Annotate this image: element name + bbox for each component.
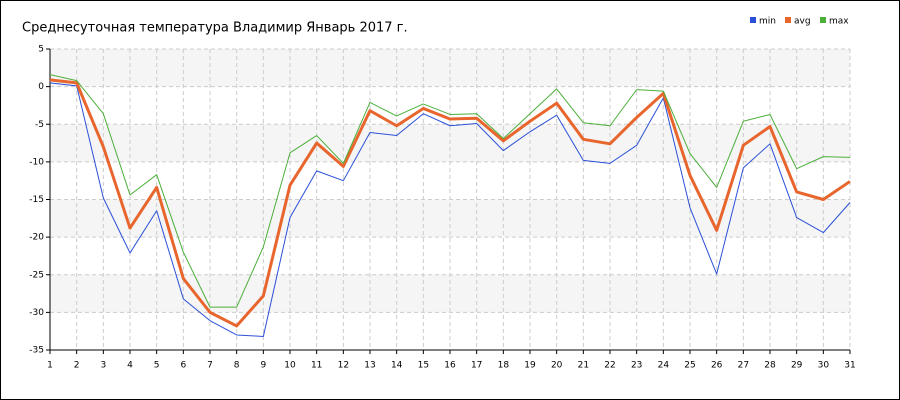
legend-label: min	[759, 17, 776, 27]
y-tick-label: -20	[29, 233, 44, 243]
y-tick-label: 0	[38, 82, 44, 92]
x-tick-label: 17	[471, 361, 482, 371]
x-tick-label: 24	[658, 361, 670, 371]
x-tick-label: 1	[47, 361, 53, 371]
x-tick-label: 27	[738, 361, 749, 371]
x-tick-label: 14	[391, 361, 403, 371]
x-tick-label: 22	[604, 361, 615, 371]
x-tick-label: 9	[260, 361, 266, 371]
x-tick-label: 20	[551, 361, 563, 371]
x-tick-label: 6	[180, 361, 186, 371]
y-tick-label: -30	[29, 308, 44, 318]
legend-swatch	[785, 17, 791, 23]
x-tick-label: 2	[74, 361, 80, 371]
legend-swatch	[820, 17, 826, 23]
x-tick-label: 29	[791, 361, 803, 371]
x-tick-label: 5	[154, 361, 160, 371]
x-tick-label: 21	[578, 361, 589, 371]
x-tick-label: 25	[684, 361, 695, 371]
x-tick-label: 11	[311, 361, 322, 371]
series-line	[49, 74, 851, 308]
x-tick-label: 15	[418, 361, 429, 371]
x-tick-label: 16	[444, 361, 456, 371]
series-line	[49, 82, 851, 337]
y-tick-label: -5	[35, 120, 44, 130]
x-tick-label: 10	[284, 361, 296, 371]
y-tick-label: -15	[29, 195, 44, 205]
legend-swatch	[750, 17, 756, 23]
x-tick-label: 13	[364, 361, 375, 371]
chart-title: Среднесуточная температура Владимир Янва…	[22, 21, 408, 36]
legend-label: avg	[794, 17, 811, 27]
x-tick-label: 26	[711, 361, 723, 371]
legend-label: max	[829, 17, 849, 27]
y-tick-label: -35	[29, 346, 44, 356]
x-tick-label: 4	[127, 361, 133, 371]
x-tick-label: 19	[524, 361, 536, 371]
x-tick-label: 18	[498, 361, 510, 371]
x-tick-label: 7	[207, 361, 213, 371]
y-tick-label: 5	[38, 45, 44, 55]
x-tick-label: 28	[764, 361, 776, 371]
x-tick-label: 30	[818, 361, 830, 371]
x-tick-label: 23	[631, 361, 642, 371]
x-tick-label: 3	[100, 361, 106, 371]
y-tick-label: -25	[29, 270, 44, 280]
x-tick-label: 31	[844, 361, 855, 371]
x-tick-label: 8	[234, 361, 240, 371]
y-tick-label: -10	[29, 157, 44, 167]
series-line	[49, 78, 851, 328]
x-tick-label: 12	[338, 361, 349, 371]
